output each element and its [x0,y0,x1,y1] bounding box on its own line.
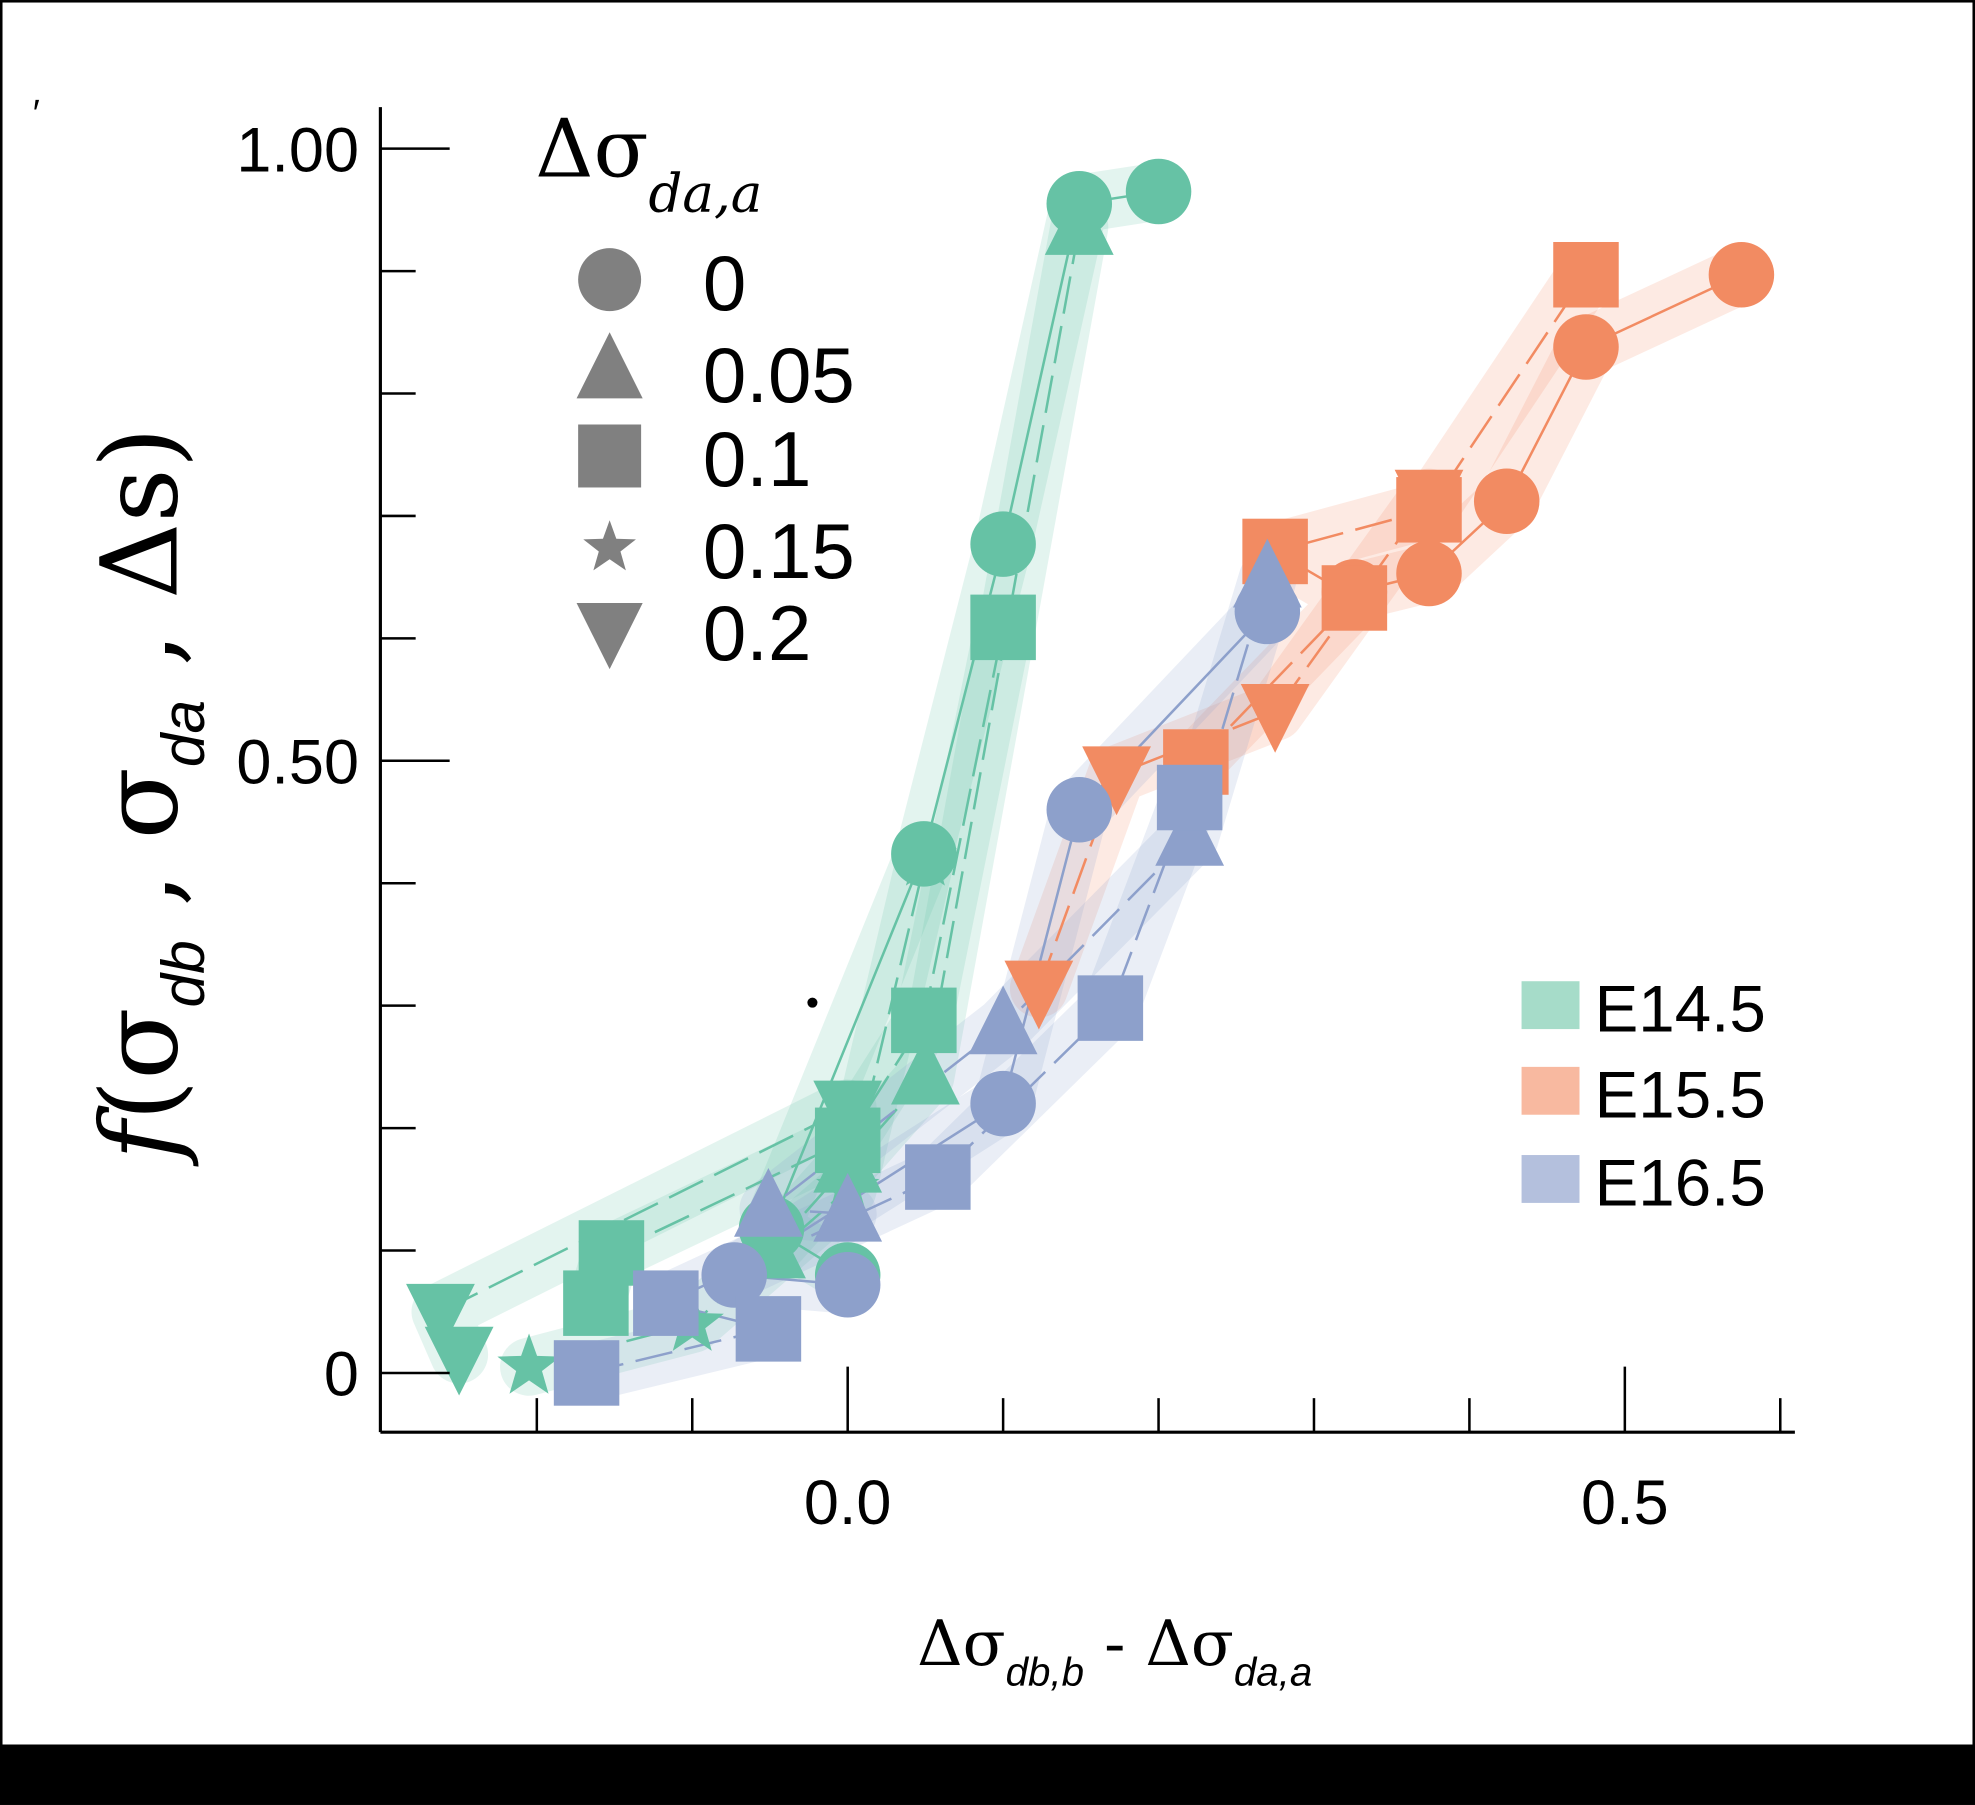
legend-circle-icon [578,248,642,312]
data-point-square [1156,764,1223,831]
ticks: 0.0 0.500.501.00 [236,115,1782,1538]
data-point-triangle [1044,186,1114,255]
data-markers [406,158,1775,1406]
data-point-square [970,594,1036,661]
color-legend: E14.5 E15.5 E16.5 [1521,973,1766,1219]
data-point-circle [814,1252,881,1318]
marker-legend: Δσda,a 00.050.10.150.2 [535,102,854,677]
data-point-square [553,1340,620,1406]
data-point-circle [1473,468,1540,534]
x-axis-label: Δσdb,b - Δσda,a [917,1607,1312,1694]
data-point-square [1553,242,1619,308]
stray-mark: ′ [33,93,40,135]
legend-star-icon [583,520,636,571]
data-point-circle [1046,777,1113,843]
y-axis-label: f(σdb , σda , Δs) [78,427,217,1167]
data-point-circle [970,511,1036,577]
data-point-circle [1125,158,1192,225]
marker-legend-label: 0 [703,239,746,327]
marker-legend-label: 0.05 [703,331,855,419]
color-legend-label: E15.5 [1595,1058,1766,1131]
data-point-triangle [891,1035,960,1105]
data-point-square [1321,565,1388,631]
data-point-circle [1708,242,1775,308]
axes [378,107,1795,1434]
data-point-triangle-down [424,1326,494,1396]
data-point-triangle [734,1167,803,1237]
marker-legend-label: 0.2 [703,589,812,677]
data-point-triangle-down [1082,746,1151,816]
color-legend-label: E16.5 [1595,1146,1766,1219]
data-point-star [497,1333,561,1394]
x-tick-label: 0.5 [1581,1468,1669,1538]
data-point-circle [1396,540,1462,607]
data-point-triangle [968,985,1038,1055]
legend-square-icon [578,424,642,488]
data-point-triangle-down [1004,960,1074,1030]
data-point-square [633,1270,699,1336]
stray-dot [807,997,818,1008]
legend-triangle-icon [576,332,643,399]
marker-legend-label: 0.1 [703,415,812,503]
y-tick-label: 0 [324,1340,359,1410]
data-point-square [891,987,957,1054]
y-tick-label: 1.00 [236,115,359,185]
data-point-triangle-down [406,1283,475,1353]
color-legend-swatch [1521,1066,1580,1115]
data-point-circle [970,1070,1036,1137]
data-point-square [905,1144,971,1210]
data-point-triangle [1232,538,1302,608]
legend-triangle-down-icon [576,603,643,670]
x-tick-label: 0.0 [804,1468,892,1538]
data-point-circle [701,1242,767,1308]
data-point-triangle-down [1394,469,1464,539]
data-point-square [1077,975,1144,1041]
marker-legend-title: Δσda,a [535,102,762,224]
color-legend-label: E14.5 [1595,973,1766,1046]
data-point-triangle-down [813,1080,883,1150]
y-tick-label: 0.50 [236,727,359,797]
data-point-triangle [813,1172,883,1242]
color-legend-swatch [1521,981,1580,1030]
data-point-circle [1553,314,1619,380]
color-legend-swatch [1521,1155,1580,1203]
marker-legend-label: 0.15 [703,507,855,595]
data-point-triangle [1155,796,1225,866]
data-point-square [735,1296,802,1362]
data-point-star [893,825,958,886]
data-point-triangle-down [1240,683,1310,753]
bottom-bar [0,1744,1975,1805]
